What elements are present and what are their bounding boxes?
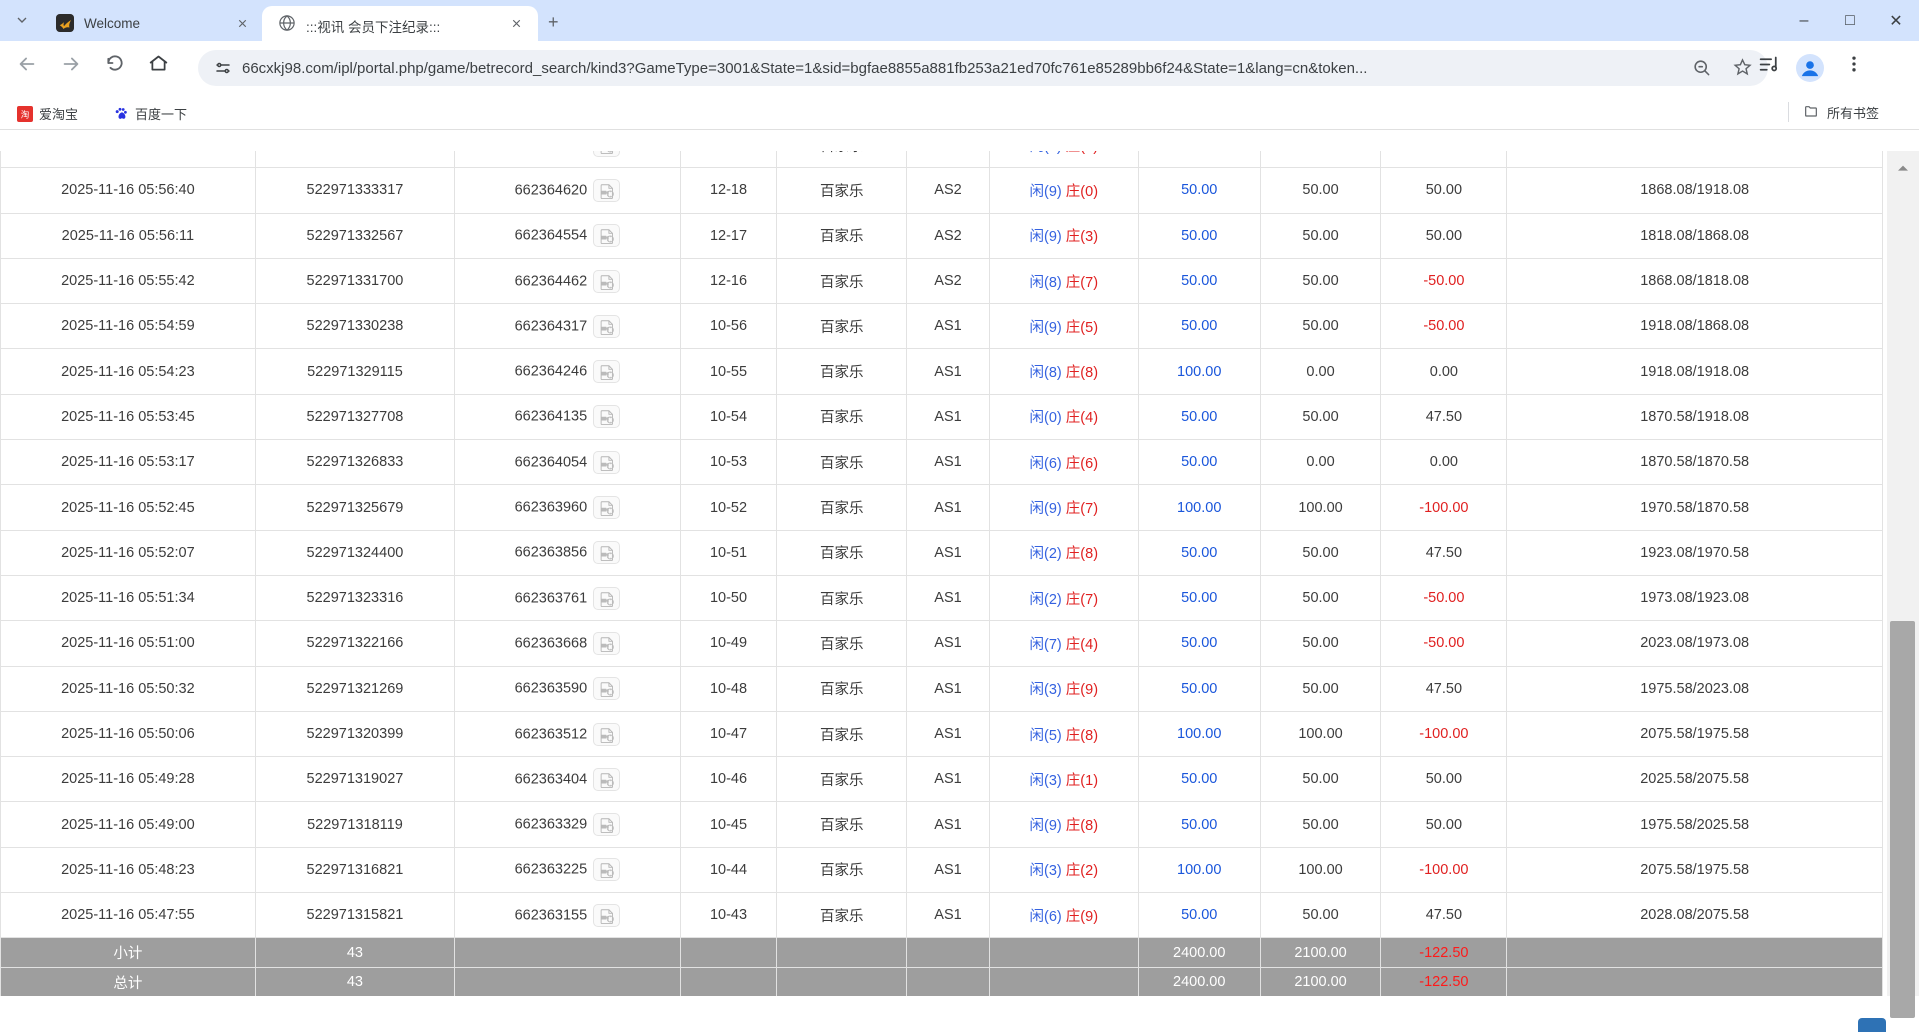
svg-text:淘: 淘 [21,109,30,119]
